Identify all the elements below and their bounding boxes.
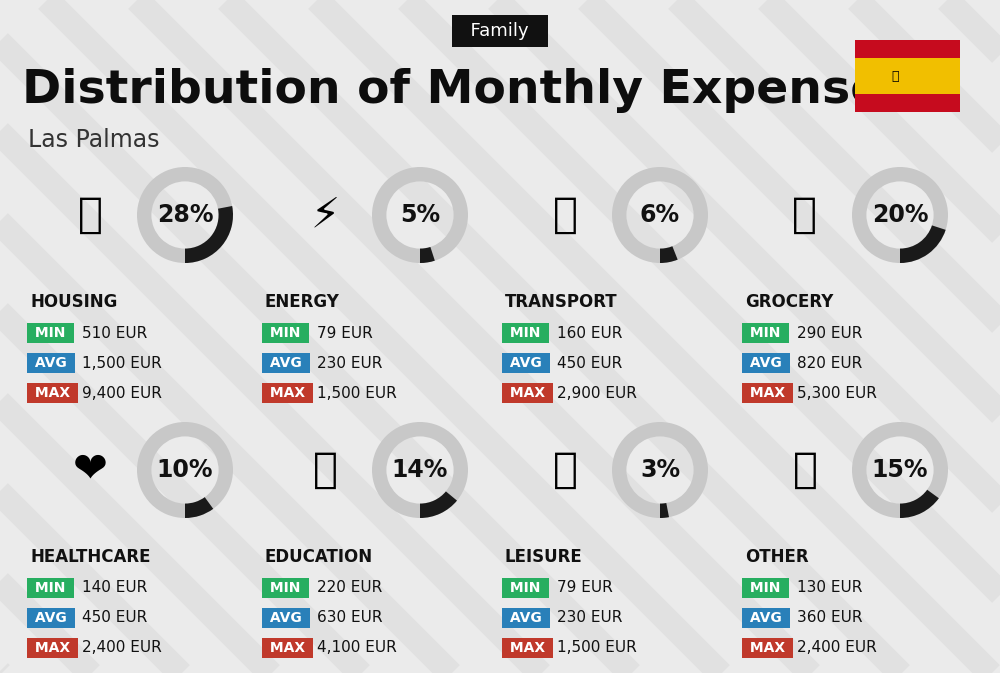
Text: MIN: MIN [265, 326, 305, 340]
Text: 28%: 28% [157, 203, 213, 227]
Text: 2,400 EUR: 2,400 EUR [82, 641, 162, 656]
Wedge shape [660, 503, 669, 518]
Text: 🎓: 🎓 [312, 449, 338, 491]
Text: 15%: 15% [872, 458, 928, 482]
Text: 2,400 EUR: 2,400 EUR [797, 641, 877, 656]
FancyBboxPatch shape [855, 58, 960, 94]
Text: 10%: 10% [157, 458, 213, 482]
Text: AVG: AVG [505, 356, 547, 370]
Wedge shape [137, 422, 233, 518]
Text: Distribution of Monthly Expenses: Distribution of Monthly Expenses [22, 68, 910, 113]
Text: TRANSPORT: TRANSPORT [505, 293, 618, 311]
Text: 230 EUR: 230 EUR [557, 610, 622, 625]
Text: 14%: 14% [392, 458, 448, 482]
Text: 1,500 EUR: 1,500 EUR [317, 386, 397, 400]
Text: 510 EUR: 510 EUR [82, 326, 147, 341]
Text: 🏢: 🏢 [78, 194, 103, 236]
Text: 🚌: 🚌 [552, 194, 578, 236]
Text: EDUCATION: EDUCATION [265, 548, 373, 566]
Text: MIN: MIN [745, 581, 785, 595]
Text: 5%: 5% [400, 203, 440, 227]
Text: 79 EUR: 79 EUR [317, 326, 373, 341]
Wedge shape [660, 246, 678, 263]
Text: 9,400 EUR: 9,400 EUR [82, 386, 162, 400]
Text: 1,500 EUR: 1,500 EUR [557, 641, 637, 656]
Text: MAX: MAX [265, 641, 310, 655]
Text: MAX: MAX [745, 641, 790, 655]
Text: 220 EUR: 220 EUR [317, 581, 382, 596]
Text: MAX: MAX [30, 386, 75, 400]
Text: MIN: MIN [505, 326, 545, 340]
Wedge shape [137, 167, 233, 263]
Wedge shape [420, 491, 457, 518]
Text: AVG: AVG [745, 356, 787, 370]
Text: ⚡: ⚡ [310, 194, 340, 236]
Text: 3%: 3% [640, 458, 680, 482]
Wedge shape [372, 422, 468, 518]
Text: AVG: AVG [265, 611, 307, 625]
Text: AVG: AVG [265, 356, 307, 370]
Wedge shape [185, 206, 233, 263]
Text: AVG: AVG [505, 611, 547, 625]
Text: 🛒: 🛒 [552, 449, 578, 491]
Text: 230 EUR: 230 EUR [317, 355, 382, 371]
Text: MAX: MAX [505, 386, 550, 400]
Text: 130 EUR: 130 EUR [797, 581, 862, 596]
Text: 👑: 👑 [891, 69, 899, 83]
Text: 4,100 EUR: 4,100 EUR [317, 641, 397, 656]
Wedge shape [900, 225, 946, 263]
Text: AVG: AVG [30, 356, 72, 370]
Text: MAX: MAX [745, 386, 790, 400]
Text: MIN: MIN [265, 581, 305, 595]
Text: 6%: 6% [640, 203, 680, 227]
Wedge shape [612, 167, 708, 263]
Text: MAX: MAX [265, 386, 310, 400]
Text: MAX: MAX [30, 641, 75, 655]
Text: 630 EUR: 630 EUR [317, 610, 382, 625]
Text: 290 EUR: 290 EUR [797, 326, 862, 341]
Text: MIN: MIN [30, 326, 70, 340]
Text: 450 EUR: 450 EUR [82, 610, 147, 625]
Text: ENERGY: ENERGY [265, 293, 340, 311]
Text: LEISURE: LEISURE [505, 548, 583, 566]
FancyBboxPatch shape [855, 94, 960, 112]
Text: HEALTHCARE: HEALTHCARE [30, 548, 150, 566]
Text: 5,300 EUR: 5,300 EUR [797, 386, 877, 400]
Wedge shape [612, 422, 708, 518]
Wedge shape [420, 247, 435, 263]
Text: 1,500 EUR: 1,500 EUR [82, 355, 162, 371]
Text: HOUSING: HOUSING [30, 293, 117, 311]
Text: MAX: MAX [505, 641, 550, 655]
Text: 20%: 20% [872, 203, 928, 227]
Text: 79 EUR: 79 EUR [557, 581, 613, 596]
Wedge shape [852, 422, 948, 518]
Text: GROCERY: GROCERY [745, 293, 833, 311]
Text: 🛍️: 🛍️ [792, 194, 818, 236]
FancyBboxPatch shape [855, 40, 960, 58]
Text: 140 EUR: 140 EUR [82, 581, 147, 596]
Text: 💰: 💰 [792, 449, 818, 491]
Text: 160 EUR: 160 EUR [557, 326, 622, 341]
Wedge shape [852, 167, 948, 263]
Text: ❤️: ❤️ [73, 449, 107, 491]
Text: Las Palmas: Las Palmas [28, 128, 160, 152]
Text: OTHER: OTHER [745, 548, 809, 566]
Wedge shape [900, 490, 939, 518]
Text: MIN: MIN [30, 581, 70, 595]
Text: MIN: MIN [745, 326, 785, 340]
Wedge shape [185, 497, 213, 518]
Text: 820 EUR: 820 EUR [797, 355, 862, 371]
Text: AVG: AVG [30, 611, 72, 625]
Text: 2,900 EUR: 2,900 EUR [557, 386, 637, 400]
Wedge shape [372, 167, 468, 263]
Text: MIN: MIN [505, 581, 545, 595]
Text: 450 EUR: 450 EUR [557, 355, 622, 371]
Text: 360 EUR: 360 EUR [797, 610, 862, 625]
Text: AVG: AVG [745, 611, 787, 625]
Text: Family: Family [459, 22, 541, 40]
